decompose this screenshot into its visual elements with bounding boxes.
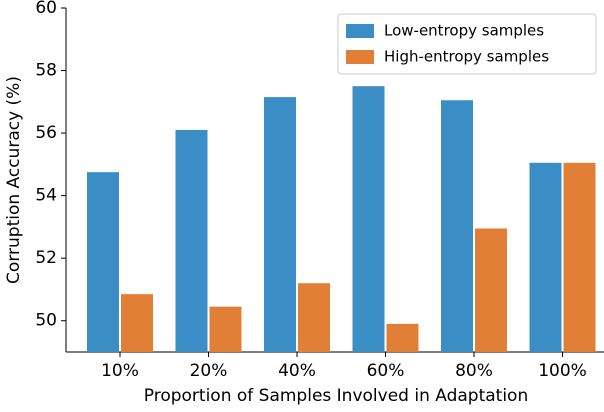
- x-tick-label: 40%: [278, 361, 316, 381]
- bar: [121, 294, 153, 352]
- bar: [352, 86, 385, 352]
- bar: [529, 162, 562, 352]
- y-tick-label: 52: [35, 248, 57, 268]
- legend-swatch: [346, 50, 374, 64]
- x-axis-label: Proportion of Samples Involved in Adapta…: [144, 386, 528, 406]
- y-tick-label: 56: [35, 123, 57, 143]
- bar: [386, 323, 419, 352]
- x-tick-label: 80%: [455, 361, 493, 381]
- bar: [175, 129, 208, 352]
- y-axis-label: Corruption Accuracy (%): [4, 76, 24, 284]
- bar: [264, 97, 296, 352]
- bar: [87, 172, 119, 352]
- y-tick-label: 50: [35, 311, 57, 331]
- bar: [563, 162, 596, 352]
- y-tick-label: 54: [35, 186, 57, 206]
- legend-swatch: [346, 24, 374, 38]
- y-tick-label: 58: [35, 61, 57, 81]
- bar: [475, 228, 507, 352]
- legend-label: Low-entropy samples: [384, 22, 544, 40]
- x-tick-label: 20%: [190, 361, 228, 381]
- x-tick-label: 100%: [538, 361, 587, 381]
- x-tick-label: 60%: [367, 361, 405, 381]
- bar: [298, 283, 330, 352]
- bar: [441, 100, 473, 352]
- bar: [209, 306, 242, 352]
- legend-label: High-entropy samples: [384, 48, 549, 66]
- legend-box: [337, 13, 597, 75]
- x-tick-label: 10%: [101, 361, 139, 381]
- y-tick-label: 60: [35, 0, 57, 18]
